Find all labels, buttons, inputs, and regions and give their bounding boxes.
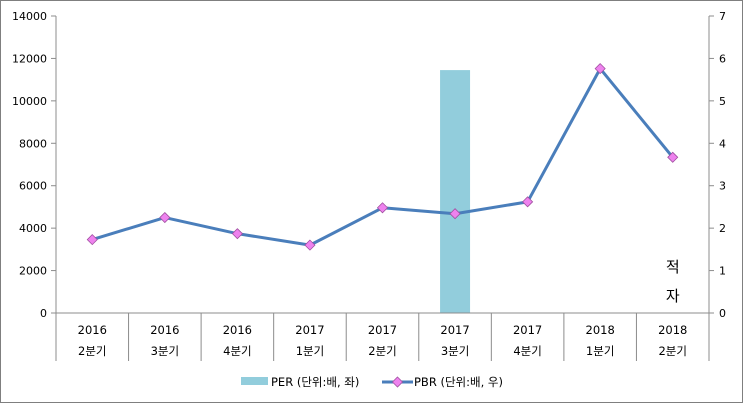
category-year-label: 2017 bbox=[513, 323, 542, 337]
category-year-label: 2017 bbox=[440, 323, 469, 337]
right-tick-label: 2 bbox=[719, 222, 726, 235]
pbr-point-4 bbox=[376, 202, 389, 214]
annotation-char-1: 적 bbox=[666, 258, 680, 276]
pbr-line-series bbox=[86, 63, 679, 251]
left-tick-label: 10000 bbox=[12, 95, 47, 108]
per-bar-5 bbox=[440, 70, 471, 313]
legend-pbr-marker bbox=[391, 376, 404, 388]
category-quarter-label: 1분기 bbox=[586, 344, 614, 358]
category-year-label: 2016 bbox=[78, 323, 107, 337]
category-quarter-label: 1분기 bbox=[296, 344, 324, 358]
pbr-point-8 bbox=[667, 151, 679, 163]
left-tick-label: 14000 bbox=[12, 10, 47, 23]
left-tick-label: 4000 bbox=[19, 222, 47, 235]
pbr-point-6 bbox=[522, 196, 534, 208]
legend: PER (단위:배, 좌) PBR (단위:배, 우) bbox=[241, 375, 503, 389]
right-tick-label: 4 bbox=[719, 137, 726, 150]
legend-per-label: PER (단위:배, 좌) bbox=[271, 375, 359, 389]
right-tick-label: 7 bbox=[719, 10, 726, 23]
left-tick-label: 0 bbox=[40, 307, 47, 320]
category-year-label: 2018 bbox=[658, 323, 687, 337]
category-quarter-label: 2분기 bbox=[658, 344, 686, 358]
per-bars bbox=[440, 70, 471, 313]
pbr-point-5 bbox=[449, 208, 461, 220]
category-quarter-label: 3분기 bbox=[441, 344, 469, 358]
left-tick-label: 12000 bbox=[12, 52, 47, 65]
pbr-point-1 bbox=[159, 211, 171, 224]
right-tick-label: 3 bbox=[719, 180, 726, 193]
pbr-point-0 bbox=[86, 234, 98, 246]
right-tick-label: 5 bbox=[719, 95, 726, 108]
left-tick-label: 2000 bbox=[19, 265, 47, 278]
category-quarter-label: 2분기 bbox=[368, 344, 396, 358]
category-quarter-label: 3분기 bbox=[151, 344, 179, 358]
category-year-label: 2017 bbox=[295, 323, 324, 337]
axes: 0 2000 4000 6000 8000 10000 12000 14000 0 1 2 3 4 5 6 7… bbox=[12, 10, 726, 361]
legend-pbr-label: PBR (단위:배, 우) bbox=[414, 375, 503, 389]
right-tick-label: 1 bbox=[719, 265, 726, 278]
annotation-text: 적 자 bbox=[666, 258, 680, 305]
pbr-line bbox=[91, 67, 674, 247]
category-year-label: 2018 bbox=[586, 323, 615, 337]
category-year-label: 2016 bbox=[223, 323, 252, 337]
category-quarter-label: 4분기 bbox=[513, 344, 541, 358]
pbr-point-3 bbox=[304, 239, 316, 251]
category-quarter-label: 4분기 bbox=[223, 344, 251, 358]
left-tick-label: 8000 bbox=[19, 137, 47, 150]
category-year-label: 2016 bbox=[150, 323, 179, 337]
left-tick-label: 6000 bbox=[19, 180, 47, 193]
category-quarter-label: 2분기 bbox=[78, 344, 106, 358]
right-tick-label: 6 bbox=[719, 52, 726, 65]
right-tick-label: 0 bbox=[719, 307, 726, 320]
pbr-point-7 bbox=[594, 63, 606, 75]
pbr-point-2 bbox=[231, 228, 243, 240]
legend-per-swatch bbox=[241, 377, 268, 385]
category-year-label: 2017 bbox=[368, 323, 397, 337]
annotation-char-2: 자 bbox=[666, 287, 680, 305]
